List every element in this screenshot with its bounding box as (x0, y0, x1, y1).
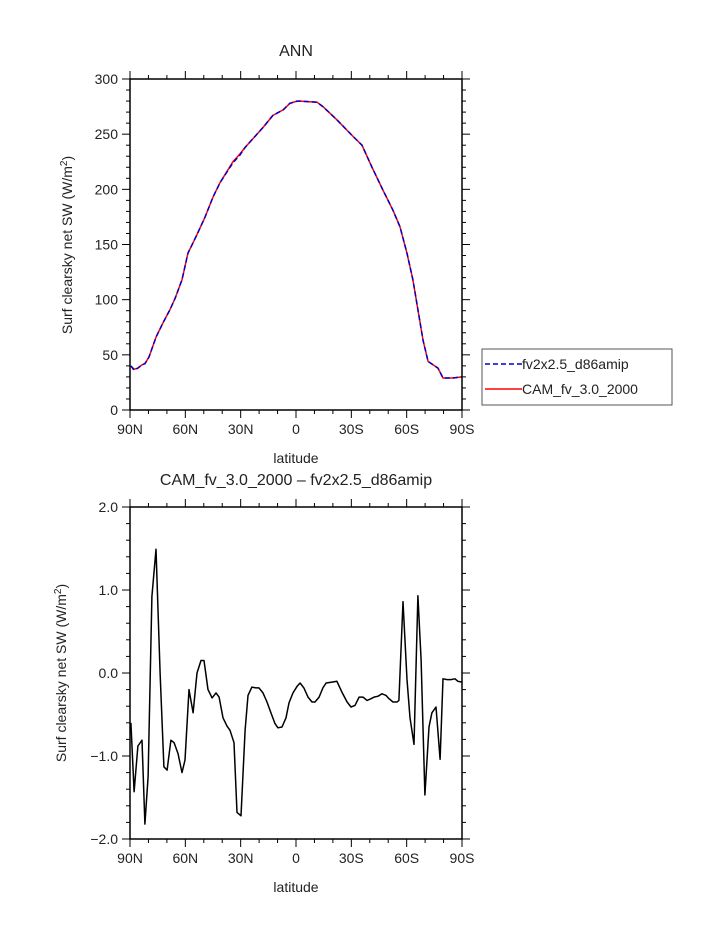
bottom-panel-title: CAM_fv_3.0_2000 – fv2x2.5_d86amip (160, 472, 432, 489)
y-title-superscript: 2 (59, 160, 70, 166)
top-panel: ANN latitude Surf clearsky net SW (W/m2)… (59, 43, 474, 466)
y-title-close: ) (53, 584, 69, 589)
top-x-axis-title: latitude (273, 450, 318, 466)
x-tick-label: 90N (117, 850, 143, 866)
y-tick-label: 250 (95, 126, 119, 142)
y-tick-label: −2.0 (90, 831, 118, 847)
y-tick-label: 1.0 (99, 582, 119, 598)
y-tick-label: 0.0 (99, 665, 119, 681)
legend: fv2x2.5_d86amip CAM_fv_3.0_2000 (481, 348, 673, 406)
y-tick-label: 0 (110, 402, 118, 418)
x-tick-label: 30S (339, 421, 364, 437)
series-line-difference (130, 548, 463, 825)
x-tick-label: 30N (228, 421, 254, 437)
bottom-lines (130, 548, 463, 825)
y-tick-label: 50 (102, 347, 118, 363)
top-ticks: 90N 60N 30N 0 30S 60S 90S 0 50 100 150 200 250 300 (95, 71, 475, 437)
y-tick-label: 100 (95, 292, 119, 308)
y-tick-label: −1.0 (90, 748, 118, 764)
y-tick-label: 150 (95, 237, 119, 253)
series-line-CAM_fv_3.0_2000 (130, 100, 463, 379)
legend-label-1: CAM_fv_3.0_2000 (522, 381, 638, 397)
x-tick-label: 30N (228, 850, 254, 866)
top-lines (130, 100, 463, 379)
y-tick-label: 200 (95, 181, 119, 197)
top-y-axis-title: Surf clearsky net SW (W/m2) (59, 156, 75, 334)
y-title-text: Surf clearsky net SW (W/m (59, 166, 75, 334)
x-tick-label: 0 (292, 850, 300, 866)
y-title-close: ) (59, 156, 75, 161)
bottom-plot-frame (129, 506, 463, 840)
bottom-y-axis-title: Surf clearsky net SW (W/m2) (53, 584, 69, 762)
y-tick-label: 300 (95, 71, 119, 87)
x-tick-label: 30S (339, 850, 364, 866)
legend-box (481, 348, 673, 406)
x-tick-label: 90S (450, 421, 475, 437)
x-tick-label: 0 (292, 421, 300, 437)
legend-label-0: fv2x2.5_d86amip (522, 356, 629, 372)
x-tick-label: 60S (394, 850, 419, 866)
bottom-panel: CAM_fv_3.0_2000 – fv2x2.5_d86amip latitu… (53, 472, 474, 895)
y-tick-label: 2.0 (99, 499, 119, 515)
x-tick-label: 90N (117, 421, 143, 437)
top-plot-frame (129, 78, 463, 411)
x-tick-label: 60S (394, 421, 419, 437)
y-title-text: Surf clearsky net SW (W/m (53, 594, 69, 762)
x-tick-label: 60N (172, 421, 198, 437)
bottom-ticks: 90N 60N 30N 0 30S 60S 90S −2.0 −1.0 0.0 1.0 2.0 (90, 499, 474, 866)
x-tick-label: 90S (450, 850, 475, 866)
y-title-superscript: 2 (53, 588, 64, 594)
x-tick-label: 60N (172, 850, 198, 866)
bottom-x-axis-title: latitude (273, 879, 318, 895)
series-line-fv2x2.5_d86amip (130, 100, 463, 379)
top-panel-title: ANN (279, 43, 313, 60)
